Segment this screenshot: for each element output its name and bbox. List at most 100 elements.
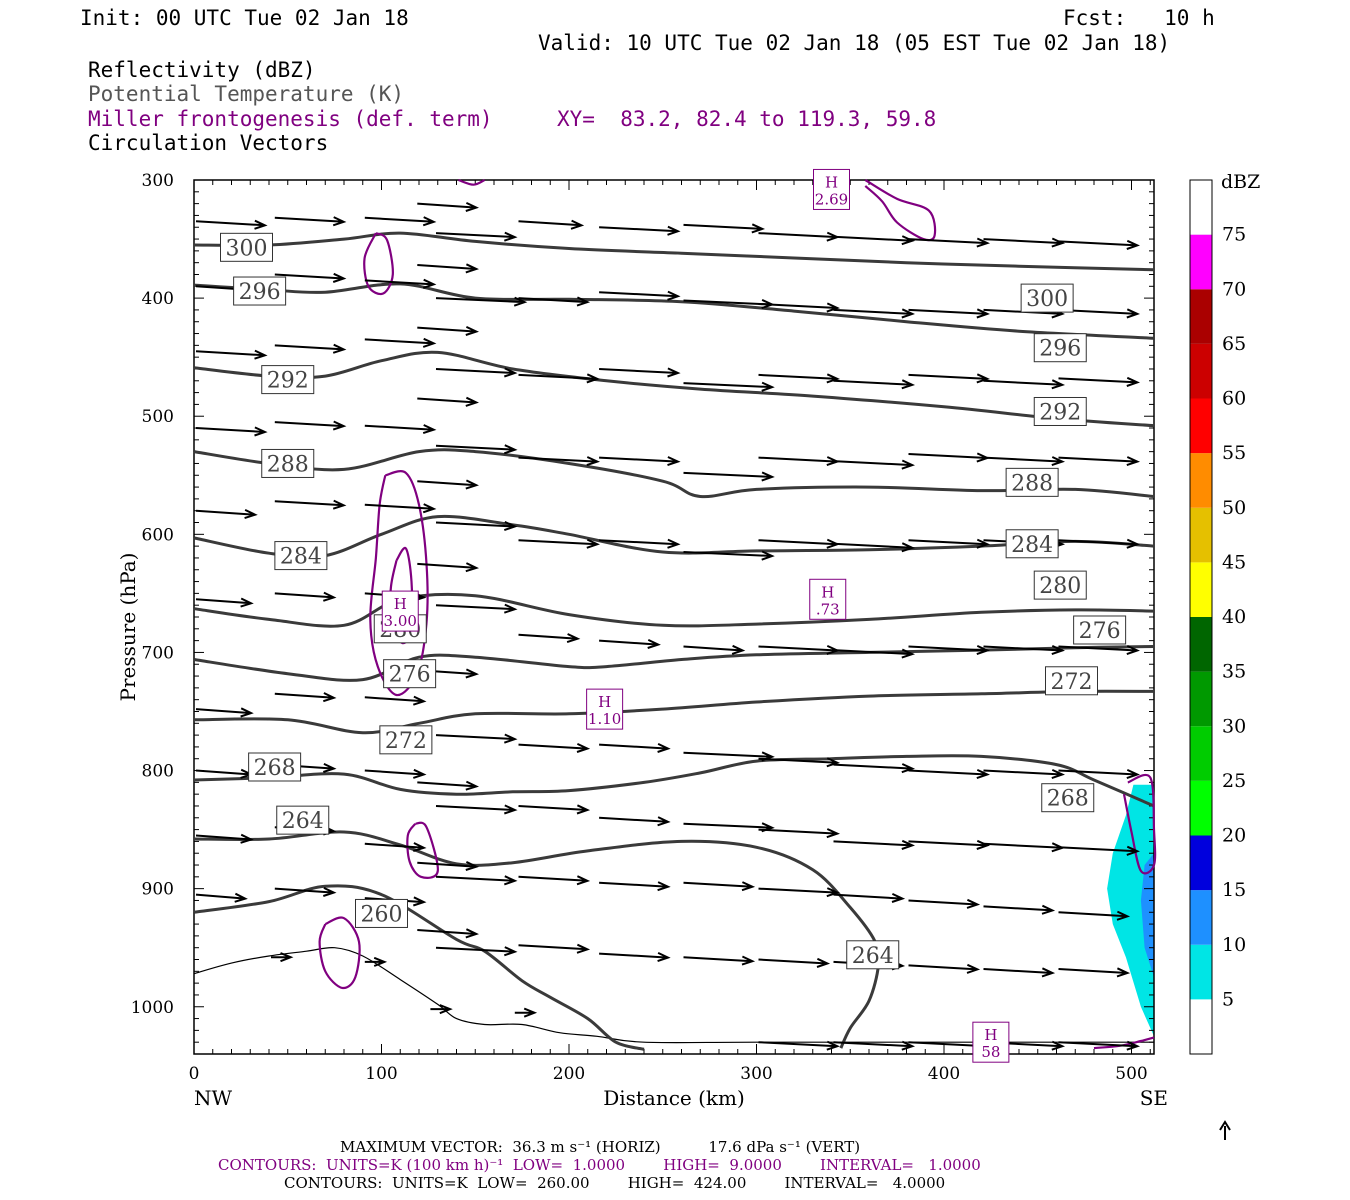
- circulation-vector: [683, 223, 766, 234]
- colorbar-segment-60: [1190, 343, 1212, 399]
- theta-label-box: [1020, 283, 1074, 313]
- frontogenesis-contour: [406, 821, 439, 879]
- terrain-line: [193, 946, 1154, 1044]
- theta-label: 280: [1039, 574, 1081, 599]
- circulation-vector: [518, 296, 591, 307]
- theta-label: 300: [226, 236, 268, 261]
- theta-label-box: [1033, 570, 1087, 600]
- reflectivity-area-5: [1107, 784, 1154, 1037]
- theta-label-box: [1033, 396, 1087, 426]
- colorbar-tick-label: 5: [1222, 988, 1234, 1010]
- circulation-vector: [758, 1040, 841, 1051]
- circulation-vector: [195, 597, 254, 608]
- circulation-vector: [435, 520, 518, 532]
- circulation-vector: [833, 839, 915, 850]
- theta-contour-layer: [193, 231, 1155, 1051]
- circulation-vector: [1058, 768, 1140, 780]
- valid-time-label: Valid: 10 UTC Tue 02 Jan 18 (05 EST Tue …: [538, 31, 1171, 55]
- y-tick-label: 800: [142, 762, 174, 782]
- circulation-vector: [758, 828, 840, 839]
- colorbar-tick-label: 25: [1222, 770, 1246, 792]
- circulation-vector: [683, 881, 756, 892]
- circulation-vector: [683, 550, 775, 561]
- x-tick-label: 200: [553, 1064, 585, 1084]
- frontogenesis-contour: [864, 179, 937, 242]
- x-axis-title: Distance (km): [603, 1086, 745, 1110]
- circulation-vector: [599, 951, 671, 963]
- theta-label-box: [220, 232, 273, 262]
- colorbar-tick-label: 70: [1222, 278, 1246, 300]
- max-vector-note: MAXIMUM VECTOR: 36.3 m s⁻¹ (HORIZ) 17.6 …: [340, 1138, 861, 1156]
- colorbar-tick-label: 60: [1222, 388, 1246, 410]
- theta-label-box: [846, 940, 900, 970]
- circulation-vector: [435, 733, 518, 744]
- colorbar-segment-55: [1190, 398, 1212, 454]
- circulation-vector: [195, 508, 258, 520]
- theta-label: 276: [1079, 619, 1121, 644]
- theta-contour-260: [193, 884, 645, 1051]
- x-tick-label: 500: [1115, 1064, 1147, 1084]
- circulation-vector: [683, 381, 775, 392]
- circulation-vector: [1058, 456, 1141, 467]
- circulation-vector: [417, 201, 480, 212]
- theta-label-box: [355, 898, 408, 928]
- circulation-vector: [364, 695, 427, 706]
- theta-label-box: [1045, 666, 1098, 696]
- circulation-vector: [417, 263, 480, 274]
- circulation-vector: [274, 272, 347, 283]
- theta-contour-288: [193, 448, 1155, 499]
- field-frontogenesis-label: Miller frontogenesis (def. term): [88, 107, 493, 131]
- frontogenesis-contour: [1122, 773, 1157, 875]
- circulation-vector: [683, 955, 756, 966]
- circulation-vector: [274, 420, 347, 431]
- circulation-vector: [195, 349, 268, 360]
- theta-label: 292: [267, 369, 309, 394]
- theta-label: 284: [280, 545, 322, 570]
- circulation-vector: [908, 839, 990, 850]
- reference-vector-icon: [1219, 1120, 1231, 1140]
- circulation-vector: [833, 308, 915, 319]
- circulation-vector: [364, 216, 437, 227]
- colorbar: 5 10 15 20 25 30 35 40 45 50 55 60 65 70 75 dBZ: [1189, 171, 1260, 1055]
- circulation-vector: [417, 780, 480, 791]
- circulation-vector: [983, 456, 1066, 467]
- circulation-vector: [599, 367, 681, 378]
- circulation-vector: [908, 452, 990, 463]
- circulation-vector: [274, 886, 337, 897]
- circulation-vector: [758, 456, 841, 467]
- circulation-vector: [1058, 538, 1140, 549]
- circulation-vector: [599, 225, 681, 236]
- theta-label: 296: [239, 280, 281, 305]
- circulation-vector: [599, 638, 661, 649]
- circulation-vector: [195, 768, 254, 779]
- theta-label: 292: [1039, 400, 1081, 425]
- y-tick-label: 1000: [131, 998, 174, 1018]
- colorbar-segment-70: [1190, 234, 1212, 290]
- reflectivity-layer: [1107, 784, 1154, 1037]
- theta-contour-276: [193, 645, 1155, 682]
- circulation-vector: [599, 816, 671, 827]
- circulation-vector: [599, 881, 671, 892]
- colorbar-segment-45: [1190, 507, 1212, 563]
- theta-contour-280: [193, 592, 1155, 628]
- circulation-vector: [364, 956, 388, 967]
- theta-contour-300: [193, 231, 1155, 272]
- circulation-vector: [364, 278, 437, 289]
- colorbar-tick-label: 75: [1222, 224, 1246, 246]
- x-tick-label: 100: [365, 1064, 397, 1084]
- theta-label: 276: [389, 663, 431, 688]
- theta-contour-296: [193, 282, 1155, 340]
- circulation-vector: [1058, 910, 1131, 921]
- nw-end-label: NW: [194, 1086, 233, 1110]
- frontogenesis-max-label: H: [821, 583, 834, 601]
- theta-label-box: [1041, 783, 1095, 813]
- circulation-vector: [274, 692, 337, 703]
- se-end-label: SE: [1140, 1086, 1168, 1110]
- frontogenesis-contour: [318, 916, 361, 990]
- circulation-vector: [274, 216, 347, 227]
- circulation-vector: [518, 538, 600, 549]
- theta-label: 296: [1039, 337, 1081, 362]
- theta-label: 284: [1011, 533, 1053, 558]
- circulation-vector: [758, 231, 841, 242]
- circulation-vector: [417, 562, 480, 573]
